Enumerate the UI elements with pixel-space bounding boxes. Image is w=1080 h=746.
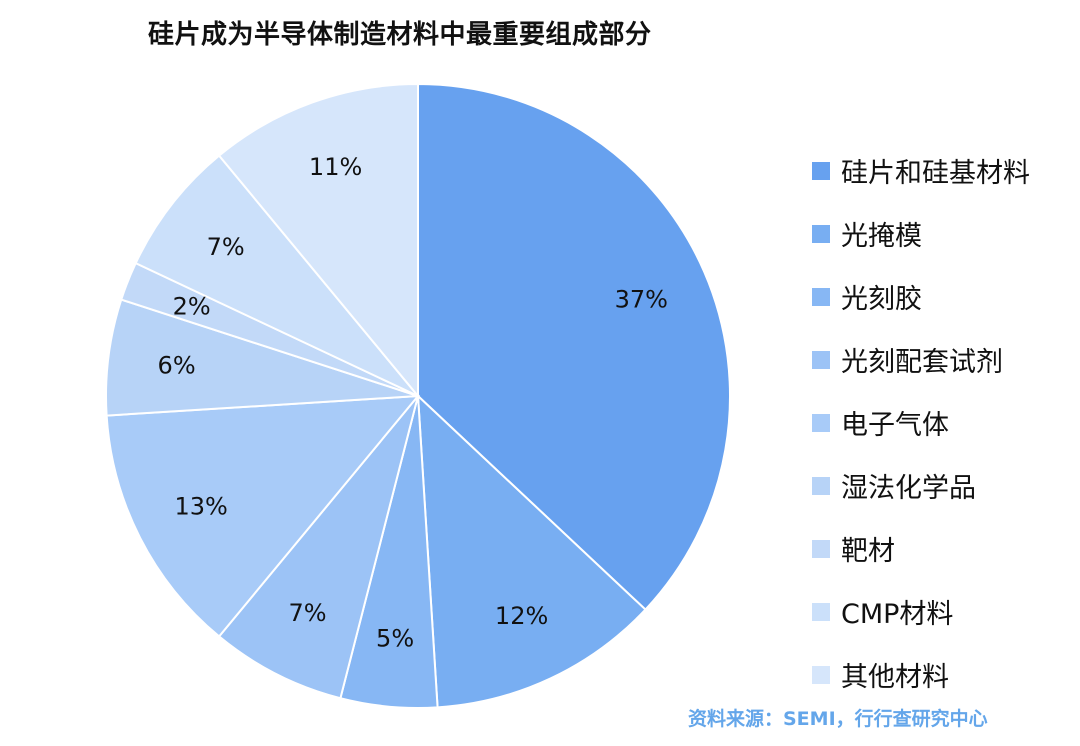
pie-slices <box>105 82 731 709</box>
legend-item: 光刻配套试剂 <box>812 328 1072 391</box>
pie-slice-labels: 37% 12% 5% 7% 13% 6% 2% 7% 11% <box>158 153 668 652</box>
slice-value-label: 7% <box>288 599 326 627</box>
legend-swatch <box>812 539 830 558</box>
slice-value-label: 11% <box>309 153 362 181</box>
legend-label: 硅片和硅基材料 <box>841 158 1030 189</box>
legend-item: 硅片和硅基材料 <box>812 139 1072 202</box>
pie-slice <box>105 394 421 638</box>
legend-swatch <box>812 224 830 243</box>
pie-slice <box>134 154 419 397</box>
pie-slice <box>217 82 419 399</box>
legend-swatch <box>812 413 830 432</box>
slice-value-label: 2% <box>173 292 211 320</box>
legend-item: CMP材料 <box>812 580 1072 643</box>
legend-swatch <box>812 161 830 180</box>
legend-swatch <box>812 476 830 495</box>
source-note: 资料来源：SEMI，行行查研究中心 <box>688 708 988 730</box>
slice-value-label: 5% <box>376 624 414 652</box>
legend-label: 电子气体 <box>841 410 949 441</box>
chart-title: 硅片成为半导体制造材料中最重要组成部分 <box>148 20 652 50</box>
legend-item: 光刻胶 <box>812 265 1072 328</box>
pie-slice <box>417 82 731 611</box>
legend-label: 其他材料 <box>841 662 949 693</box>
slice-value-label: 13% <box>175 493 228 521</box>
legend-item: 其他材料 <box>812 643 1072 706</box>
legend-label: 光刻胶 <box>841 284 922 315</box>
slice-value-label: 37% <box>615 285 668 313</box>
legend-swatch <box>812 665 830 684</box>
legend-label: 靶材 <box>841 536 895 567</box>
legend-item: 湿法化学品 <box>812 454 1072 517</box>
legend-item: 光掩模 <box>812 202 1072 265</box>
legend-swatch <box>812 350 830 369</box>
chart-legend: 硅片和硅基材料 光掩模光刻胶光刻配套试剂 电子气体湿法化学品靶材 CMP材料其他材料 <box>812 139 1072 706</box>
legend-label: 光掩模 <box>841 221 922 252</box>
legend-label: CMP材料 <box>841 599 954 630</box>
pie-slice <box>217 395 419 700</box>
legend-item: 靶材 <box>812 517 1072 580</box>
slice-value-label: 7% <box>207 233 245 261</box>
legend-swatch <box>812 287 830 306</box>
slice-value-label: 6% <box>158 352 196 380</box>
pie-slice <box>416 393 647 709</box>
legend-label: 湿法化学品 <box>841 473 976 504</box>
slice-value-label: 12% <box>495 602 548 630</box>
legend-swatch <box>812 602 830 621</box>
legend-item: 电子气体 <box>812 391 1072 454</box>
legend-label: 光刻配套试剂 <box>841 347 1003 378</box>
